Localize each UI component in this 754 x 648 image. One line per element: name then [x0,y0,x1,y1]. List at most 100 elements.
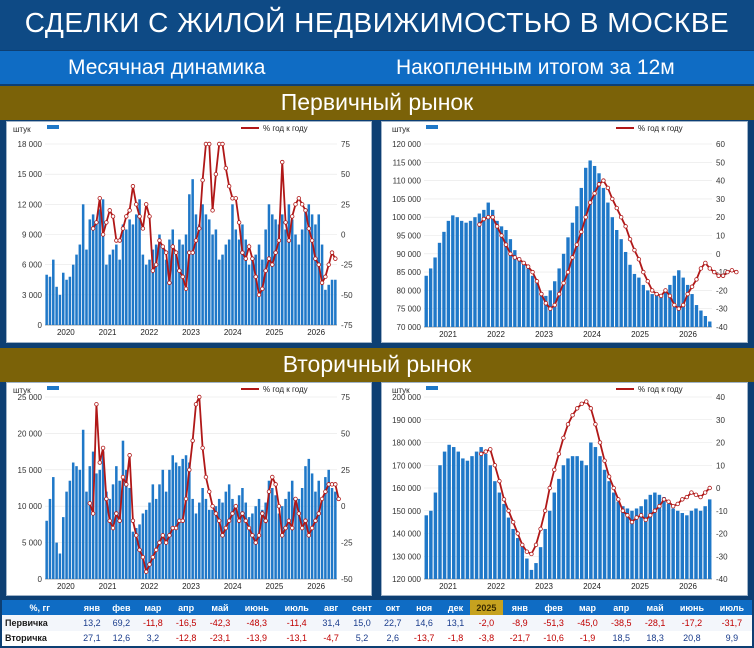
yoy-point [306,533,311,538]
bar [685,284,690,327]
y2-tick-label: 75 [341,393,350,402]
subtitle-bar: Месячная динамика Накопленным итогом за … [0,51,754,84]
bar [55,542,58,579]
bar [464,222,468,327]
bar [45,520,48,579]
yoy-point [280,533,285,538]
bar [71,264,75,325]
bar [261,259,264,325]
bar [307,458,311,579]
bar [486,202,490,327]
bar [433,257,437,327]
bar [689,510,694,579]
bar [699,310,703,327]
bar [207,509,211,579]
yoy-point [666,499,671,504]
yoy-point [290,525,295,531]
y-axis-unit-label: штук [392,125,410,134]
yoy-point [286,238,292,243]
yoy-point [117,518,122,523]
y-tick-label: 110 000 [393,177,422,186]
bar [632,273,637,327]
bar [654,294,659,327]
yoy-point [120,474,126,480]
table-cell: 20,8 [683,633,701,644]
bar [164,491,168,579]
yoy-point [226,184,232,189]
yoy-point [634,515,639,520]
yoy-point [579,401,584,407]
yoy-point [570,255,575,260]
bar [211,509,214,579]
yoy-point [508,251,513,256]
y2-tick-label: -30 [716,305,728,314]
table-cell: -10,6 [543,633,564,644]
bar [198,502,201,579]
bar [290,219,294,325]
yoy-point [124,214,129,219]
yoy-point [539,291,544,297]
table-cell: 27,1 [83,633,101,644]
table-cell: -21,7 [509,633,531,644]
bar [535,283,539,327]
bar [663,290,668,327]
bar [530,275,535,327]
yoy-point [698,494,703,500]
yoy-point [283,525,288,531]
x-tick-label: 2026 [307,328,325,337]
yoy-point [661,497,667,502]
bar [244,239,248,325]
x-tick-label: 2025 [631,330,649,339]
yoy-point [190,438,195,443]
bar [648,494,653,579]
yoy-point [293,496,298,502]
y2-tick-label: 50 [716,158,725,167]
bar [513,250,517,327]
yoy-point [326,262,331,267]
y-tick-label: 150 000 [392,507,421,516]
table-cell: 69,2 [106,615,137,631]
yoy-point [689,284,695,289]
table-cell: 14,6 [407,615,442,631]
yoy-point [127,208,132,213]
yoy-point [584,399,589,404]
bar [584,465,589,579]
bar [561,465,566,579]
yoy-point [538,526,543,532]
bar [601,187,606,327]
x-tick-label: 2021 [99,328,117,337]
chart-panel-secondary-monthly: 0 5 000 10 000 15 000 20 000 25 000 -50 -25 0 25 5… [6,382,372,596]
bar [297,244,301,325]
y-tick-label: 15 000 [18,170,43,179]
yoy-point [296,196,302,201]
bar [48,498,52,579]
yoy-point [266,489,272,494]
table-cell: -3,8 [478,633,495,644]
legend-line-label: % год к году [263,124,308,133]
yoy-point [137,547,142,553]
yoy-point [593,422,598,427]
table-cell: -11,8 [136,615,170,631]
table-header-cell: мар [570,600,605,616]
yoy-point [547,485,552,491]
bar [244,502,248,579]
bar [115,244,118,325]
y2-tick-label: 10 [716,232,725,241]
y2-tick-label: -40 [716,323,728,332]
table-cell: -42,3 [203,615,237,631]
yoy-point [596,182,602,187]
bar [141,254,145,325]
y-tick-label: 180 000 [392,439,421,448]
bar [191,498,194,579]
bar [653,492,657,579]
bar [334,491,337,579]
bar [148,502,151,579]
yoy-point [702,490,708,495]
y-tick-label: 20 000 [18,429,43,438]
yoy-point [137,214,142,219]
yoy-point [180,518,185,523]
bar [231,204,234,325]
table-header-cell: июль [276,600,317,616]
table-header-cell: фев [106,600,137,616]
bar [497,492,502,579]
